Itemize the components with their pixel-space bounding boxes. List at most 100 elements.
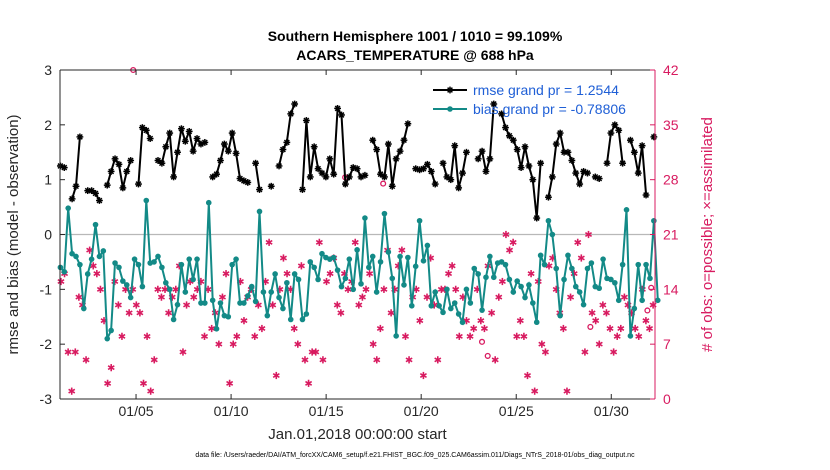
obs-assimilated-marker	[620, 293, 628, 301]
rmse-point	[584, 169, 591, 177]
bias-point	[182, 289, 189, 295]
bias-point	[612, 279, 618, 286]
obs-assimilated-marker	[541, 348, 549, 356]
bias-point	[272, 271, 278, 277]
rmse-point	[88, 187, 96, 195]
rmse-point	[548, 173, 556, 181]
rmse-point	[498, 110, 505, 118]
rmse-point	[431, 180, 439, 188]
bias-point	[198, 300, 204, 306]
obs-assimilated-marker	[452, 285, 460, 293]
y-axis-label-left: rmse and bias (model - observation)	[5, 114, 22, 354]
rmse-point	[220, 140, 228, 148]
rmse-point	[361, 171, 369, 179]
obs-assimilated-marker	[118, 332, 126, 340]
obs-assimilated-marker	[114, 301, 122, 309]
bias-point	[647, 275, 653, 282]
bias-point	[506, 276, 513, 283]
bias-point	[73, 253, 79, 260]
rmse-point	[330, 170, 338, 178]
rmse-series-layer	[56, 100, 658, 222]
rmse-point	[76, 133, 84, 141]
obs-assimilated-marker	[294, 340, 302, 348]
obs-assimilated-marker	[315, 238, 323, 246]
obs-assimilated-marker	[265, 238, 273, 246]
rmse-point	[138, 124, 146, 131]
bias-point	[155, 253, 161, 260]
bias-point	[436, 302, 442, 309]
bias-point	[600, 256, 606, 262]
bias-point	[84, 271, 91, 277]
rmse-point	[244, 179, 252, 186]
rmse-point	[396, 147, 404, 155]
obs-assimilated-marker	[509, 238, 517, 246]
bias-point	[100, 248, 107, 254]
obs-assimilated-marker	[401, 332, 409, 340]
rmse-point	[115, 160, 123, 168]
rmse-point	[525, 162, 533, 170]
bias-point	[264, 312, 271, 319]
obs-assimilated-marker	[183, 301, 191, 309]
obs-assimilated-marker	[312, 348, 320, 356]
x-tick-label: 01/15	[309, 403, 344, 419]
rmse-point	[283, 138, 291, 146]
obs-assimilated-marker	[491, 356, 499, 364]
bias-point	[174, 301, 181, 308]
x-tick-label: 01/25	[499, 403, 534, 419]
obs-assimilated-marker	[480, 324, 488, 333]
bias-point	[541, 261, 548, 268]
chart-subtitle: ACARS_TEMPERATURE @ 688 hPa	[296, 47, 534, 63]
rmse-point	[306, 173, 314, 181]
obs-assimilated-marker	[215, 340, 223, 348]
obs-assimilated-marker	[139, 379, 148, 387]
rmse-point	[424, 160, 431, 168]
rmse-line	[371, 123, 409, 187]
rmse-point	[478, 147, 486, 155]
chart-title: Southern Hemisphere 1001 / 1010 = 99.109…	[267, 28, 563, 44]
bias-point	[307, 259, 314, 265]
bias-point	[545, 217, 552, 224]
rmse-point	[545, 193, 552, 201]
legend-rmse-label: rmse grand pr = 1.2544	[473, 82, 619, 98]
bias-point	[377, 259, 384, 265]
bias-point	[342, 275, 349, 282]
x-tick-label: 01/10	[214, 403, 249, 419]
bias-point	[580, 301, 587, 308]
y-tick-label-left: 1	[44, 172, 52, 188]
obs-assimilated-marker	[297, 262, 305, 270]
obs-assimilated-marker	[279, 254, 287, 262]
obs-possible-marker	[587, 323, 594, 330]
rmse-point	[381, 173, 388, 181]
obs-assimilated-marker	[301, 356, 309, 364]
rmse-point	[400, 136, 408, 144]
obs-assimilated-marker	[606, 324, 614, 333]
obs-assimilated-marker	[477, 317, 485, 325]
bias-point	[299, 316, 306, 323]
rmse-point	[158, 159, 166, 167]
rmse-point	[388, 182, 396, 190]
bias-point	[467, 300, 474, 306]
bias-point	[487, 253, 493, 260]
obs-assimilated-marker	[218, 293, 226, 301]
rmse-point	[373, 146, 381, 153]
y-tick-label-left: 2	[44, 117, 52, 133]
bias-point	[561, 276, 567, 283]
bias-point	[213, 326, 220, 332]
bias-point	[104, 335, 111, 342]
rmse-point	[384, 140, 392, 148]
obs-assimilated-marker	[208, 324, 216, 333]
obs-assimilated-marker	[631, 324, 639, 333]
bias-point	[463, 286, 470, 293]
bias-point	[284, 279, 290, 286]
bias-point	[526, 282, 532, 288]
rmse-point	[521, 143, 529, 151]
obs-assimilated-marker	[337, 309, 345, 317]
rmse-point	[178, 125, 185, 133]
obs-assimilated-marker	[333, 301, 341, 309]
rmse-point	[576, 180, 584, 188]
bias-point	[533, 319, 540, 326]
rmse-point	[490, 100, 498, 108]
rmse-point	[72, 182, 80, 190]
bias-point	[205, 199, 212, 206]
obs-assimilated-marker	[613, 332, 621, 340]
